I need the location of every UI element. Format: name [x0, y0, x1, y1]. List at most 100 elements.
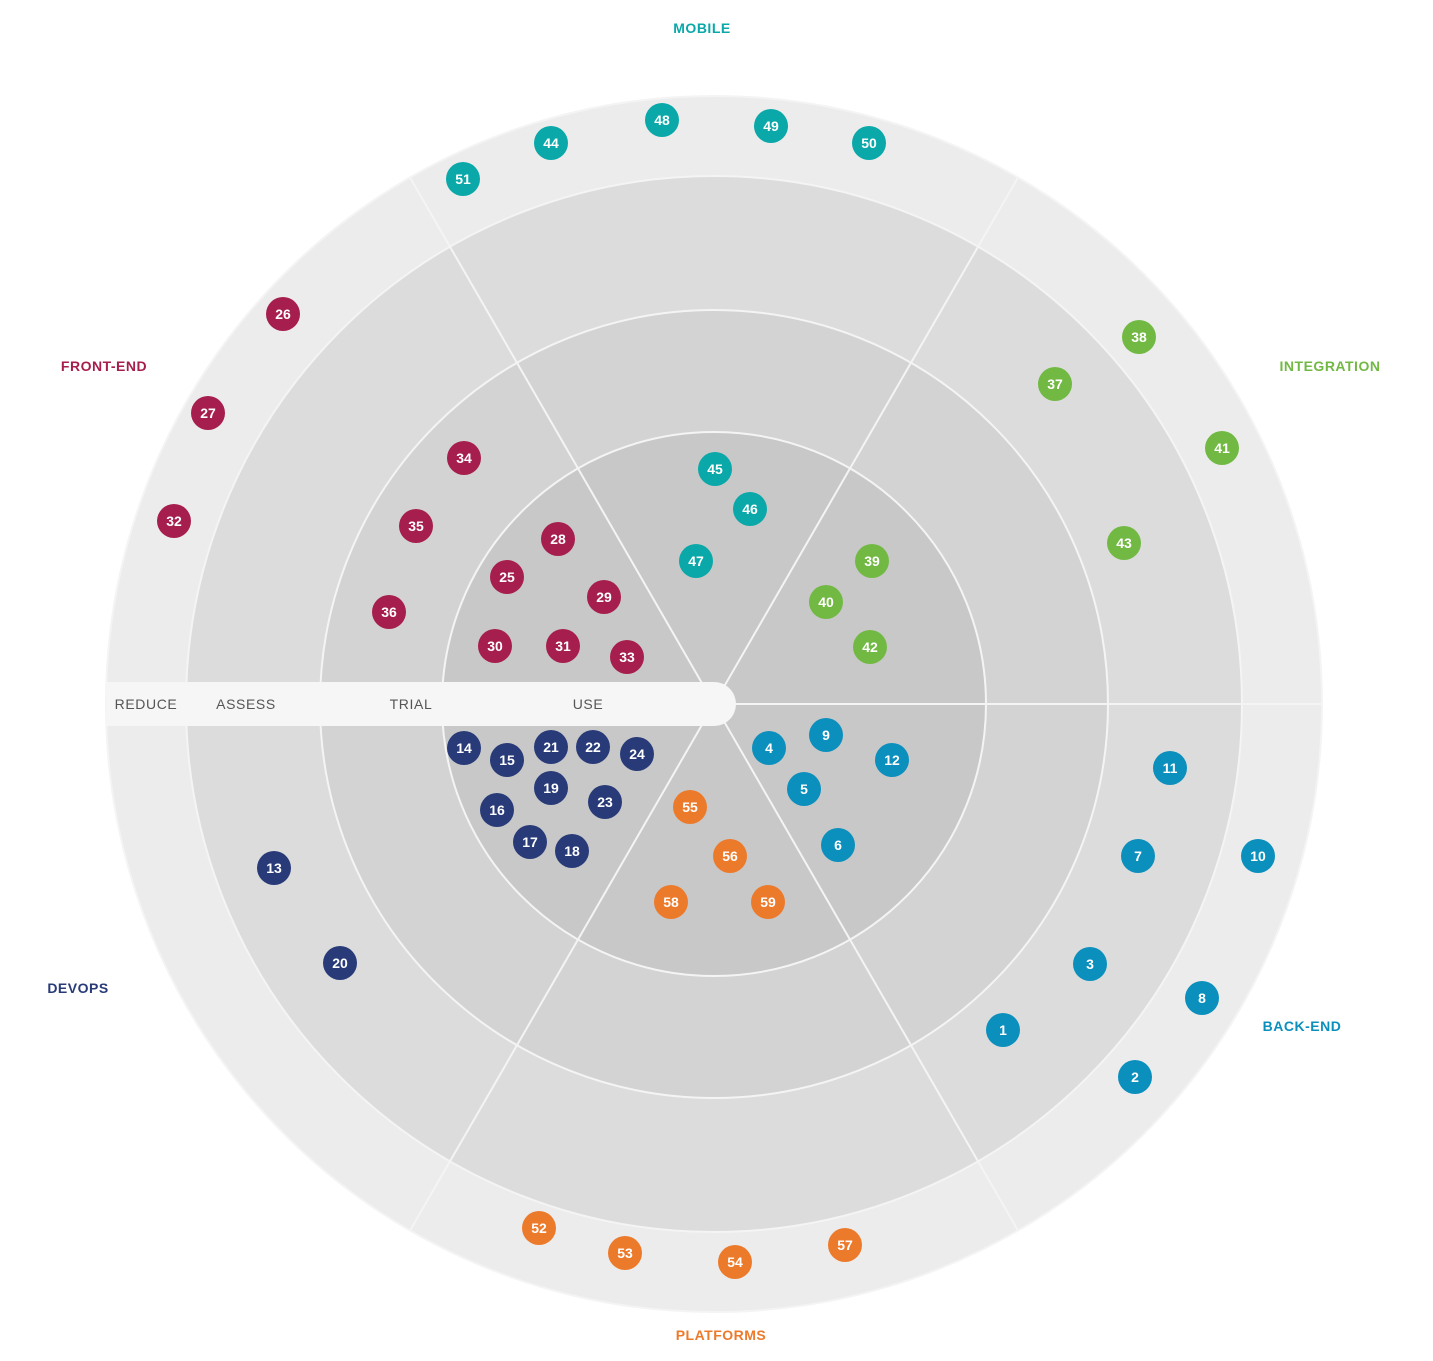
blip-marker[interactable]: [534, 771, 568, 805]
blip-marker[interactable]: [654, 885, 688, 919]
blip-marker[interactable]: [546, 629, 580, 663]
blip-34[interactable]: 34: [447, 441, 481, 475]
blip-marker[interactable]: [1241, 839, 1275, 873]
blip-39[interactable]: 39: [855, 544, 889, 578]
blip-14[interactable]: 14: [447, 731, 481, 765]
blip-marker[interactable]: [522, 1211, 556, 1245]
blip-23[interactable]: 23: [588, 785, 622, 819]
blip-53[interactable]: 53: [608, 1236, 642, 1270]
blip-51[interactable]: 51: [446, 162, 480, 196]
blip-21[interactable]: 21: [534, 730, 568, 764]
blip-41[interactable]: 41: [1205, 431, 1239, 465]
blip-marker[interactable]: [191, 396, 225, 430]
blip-10[interactable]: 10: [1241, 839, 1275, 873]
blip-marker[interactable]: [1205, 431, 1239, 465]
blip-52[interactable]: 52: [522, 1211, 556, 1245]
blip-35[interactable]: 35: [399, 509, 433, 543]
blip-marker[interactable]: [513, 825, 547, 859]
blip-marker[interactable]: [447, 731, 481, 765]
blip-18[interactable]: 18: [555, 834, 589, 868]
blip-marker[interactable]: [855, 544, 889, 578]
blip-marker[interactable]: [587, 580, 621, 614]
blip-2[interactable]: 2: [1118, 1060, 1152, 1094]
blip-56[interactable]: 56: [713, 839, 747, 873]
blip-17[interactable]: 17: [513, 825, 547, 859]
blip-marker[interactable]: [853, 630, 887, 664]
blip-25[interactable]: 25: [490, 560, 524, 594]
blip-29[interactable]: 29: [587, 580, 621, 614]
blip-50[interactable]: 50: [852, 126, 886, 160]
blip-marker[interactable]: [1185, 981, 1219, 1015]
blip-marker[interactable]: [1107, 526, 1141, 560]
blip-28[interactable]: 28: [541, 522, 575, 556]
blip-27[interactable]: 27: [191, 396, 225, 430]
blip-marker[interactable]: [875, 743, 909, 777]
blip-marker[interactable]: [446, 162, 480, 196]
blip-marker[interactable]: [480, 793, 514, 827]
blip-22[interactable]: 22: [576, 730, 610, 764]
blip-marker[interactable]: [733, 492, 767, 526]
blip-1[interactable]: 1: [986, 1013, 1020, 1047]
blip-19[interactable]: 19: [534, 771, 568, 805]
blip-marker[interactable]: [534, 730, 568, 764]
blip-marker[interactable]: [787, 772, 821, 806]
blip-20[interactable]: 20: [323, 946, 357, 980]
blip-marker[interactable]: [399, 509, 433, 543]
blip-marker[interactable]: [1038, 367, 1072, 401]
blip-marker[interactable]: [673, 790, 707, 824]
blip-marker[interactable]: [752, 731, 786, 765]
blip-marker[interactable]: [372, 595, 406, 629]
blip-marker[interactable]: [1121, 839, 1155, 873]
blip-marker[interactable]: [490, 560, 524, 594]
blip-marker[interactable]: [828, 1228, 862, 1262]
blip-30[interactable]: 30: [478, 629, 512, 663]
blip-marker[interactable]: [323, 946, 357, 980]
blip-58[interactable]: 58: [654, 885, 688, 919]
blip-45[interactable]: 45: [698, 452, 732, 486]
blip-marker[interactable]: [1122, 320, 1156, 354]
blip-marker[interactable]: [852, 126, 886, 160]
blip-57[interactable]: 57: [828, 1228, 862, 1262]
blip-6[interactable]: 6: [821, 828, 855, 862]
blip-36[interactable]: 36: [372, 595, 406, 629]
blip-marker[interactable]: [610, 640, 644, 674]
blip-44[interactable]: 44: [534, 126, 568, 160]
blip-marker[interactable]: [555, 834, 589, 868]
blip-marker[interactable]: [809, 718, 843, 752]
blip-54[interactable]: 54: [718, 1245, 752, 1279]
blip-marker[interactable]: [809, 585, 843, 619]
blip-7[interactable]: 7: [1121, 839, 1155, 873]
blip-42[interactable]: 42: [853, 630, 887, 664]
blip-marker[interactable]: [713, 839, 747, 873]
blip-marker[interactable]: [620, 737, 654, 771]
blip-5[interactable]: 5: [787, 772, 821, 806]
blip-46[interactable]: 46: [733, 492, 767, 526]
blip-37[interactable]: 37: [1038, 367, 1072, 401]
blip-13[interactable]: 13: [257, 851, 291, 885]
blip-40[interactable]: 40: [809, 585, 843, 619]
blip-4[interactable]: 4: [752, 731, 786, 765]
blip-3[interactable]: 3: [1073, 947, 1107, 981]
blip-marker[interactable]: [1153, 751, 1187, 785]
blip-marker[interactable]: [754, 109, 788, 143]
blip-marker[interactable]: [718, 1245, 752, 1279]
blip-marker[interactable]: [541, 522, 575, 556]
blip-26[interactable]: 26: [266, 297, 300, 331]
blip-15[interactable]: 15: [490, 743, 524, 777]
blip-16[interactable]: 16: [480, 793, 514, 827]
blip-marker[interactable]: [1118, 1060, 1152, 1094]
blip-9[interactable]: 9: [809, 718, 843, 752]
blip-marker[interactable]: [986, 1013, 1020, 1047]
blip-marker[interactable]: [478, 629, 512, 663]
blip-marker[interactable]: [588, 785, 622, 819]
blip-49[interactable]: 49: [754, 109, 788, 143]
blip-31[interactable]: 31: [546, 629, 580, 663]
blip-marker[interactable]: [576, 730, 610, 764]
blip-marker[interactable]: [1073, 947, 1107, 981]
blip-55[interactable]: 55: [673, 790, 707, 824]
blip-11[interactable]: 11: [1153, 751, 1187, 785]
blip-marker[interactable]: [257, 851, 291, 885]
blip-48[interactable]: 48: [645, 103, 679, 137]
blip-marker[interactable]: [157, 504, 191, 538]
blip-marker[interactable]: [490, 743, 524, 777]
